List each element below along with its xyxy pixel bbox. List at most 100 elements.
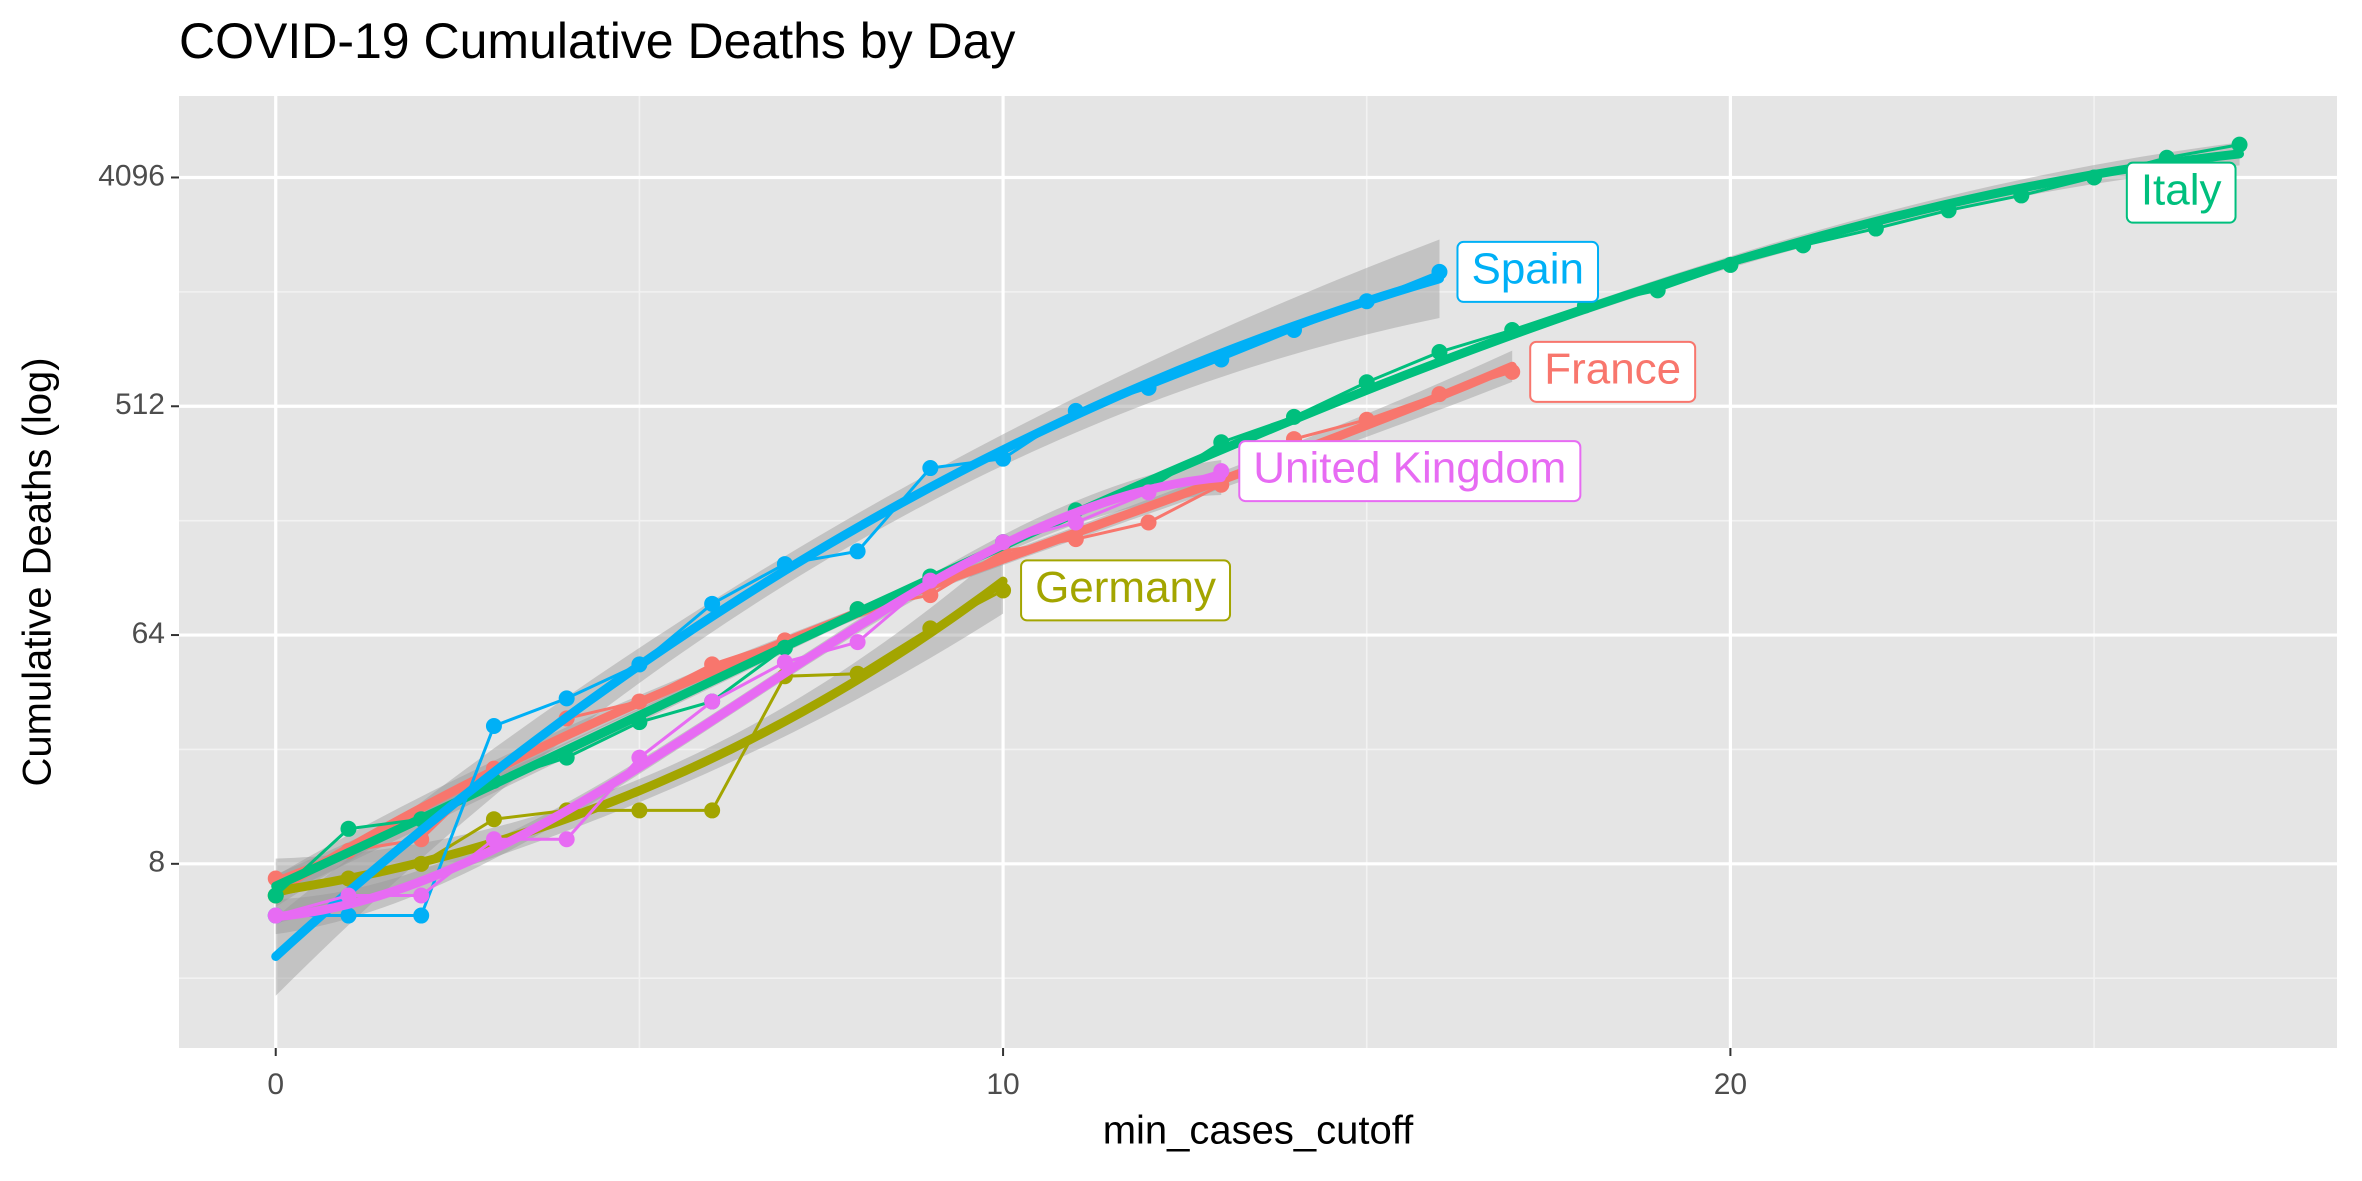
y-tick-label: 4096 <box>98 159 165 192</box>
legend-label: Spain <box>1471 245 1584 294</box>
plot-panel <box>179 96 2337 1048</box>
point <box>340 820 357 837</box>
point <box>1067 514 1084 531</box>
point <box>1067 402 1084 419</box>
point <box>1358 411 1375 428</box>
point <box>413 887 430 904</box>
series-line <box>274 143 2240 897</box>
y-axis-title: Cumulative Deaths (log) <box>16 357 60 786</box>
point <box>704 595 721 612</box>
point <box>558 690 575 707</box>
x-tick-label: 10 <box>986 1068 1019 1101</box>
series-label: Italy <box>2125 161 2237 224</box>
point <box>776 639 793 656</box>
point <box>2013 187 2030 204</box>
trend-line <box>271 576 1008 896</box>
label-box <box>1529 340 1697 403</box>
point <box>267 887 284 904</box>
point <box>704 802 721 819</box>
point <box>631 656 648 673</box>
label-box <box>2125 161 2237 224</box>
legend-label: Germany <box>1035 563 1216 612</box>
x-tick-label: 20 <box>1714 1068 1747 1101</box>
point <box>922 587 939 604</box>
point <box>1722 256 1739 273</box>
point <box>1286 322 1303 339</box>
point <box>631 749 648 766</box>
point <box>1140 514 1157 531</box>
trend-line <box>271 274 1444 961</box>
point <box>776 654 793 671</box>
series-line <box>275 469 1222 917</box>
marks <box>267 136 2248 961</box>
point <box>922 572 939 589</box>
point <box>340 887 357 904</box>
x-tick-label: 0 <box>267 1068 284 1101</box>
point <box>1940 202 1957 219</box>
point <box>1795 237 1812 254</box>
point <box>1431 344 1448 361</box>
point <box>1358 293 1375 310</box>
x-axis-title: min_cases_cutoff <box>1103 1109 1414 1153</box>
point <box>267 907 284 924</box>
point <box>1213 434 1230 451</box>
trend-line <box>271 149 2245 891</box>
point <box>2086 169 2103 186</box>
point <box>1649 282 1666 299</box>
series-label: Germany <box>1020 559 1232 622</box>
point <box>849 665 866 682</box>
point <box>1431 263 1448 280</box>
legend-label: Italy <box>2141 165 2222 214</box>
label-box <box>1238 440 1582 503</box>
label-box <box>1020 559 1232 622</box>
point <box>1067 531 1084 548</box>
series-label: France <box>1529 340 1697 403</box>
grid: 8 64 512 4096 0 10 20 <box>98 96 2337 1101</box>
legend-label: United Kingdom <box>1253 444 1566 493</box>
point <box>1140 379 1157 396</box>
point <box>995 450 1012 467</box>
point <box>995 534 1012 551</box>
legend-label: France <box>1544 344 1681 393</box>
point <box>413 907 430 924</box>
point <box>1140 484 1157 501</box>
point <box>2231 136 2248 153</box>
point <box>995 582 1012 599</box>
labels: France Germany Italy Spain United Kingdom <box>1020 161 2237 622</box>
series-label: United Kingdom <box>1238 440 1582 503</box>
point <box>1504 363 1521 380</box>
point <box>340 907 357 924</box>
point <box>849 634 866 651</box>
point <box>631 714 648 731</box>
point <box>485 831 502 848</box>
point <box>922 460 939 477</box>
point <box>558 831 575 848</box>
series-label: Spain <box>1456 240 1600 303</box>
point <box>922 620 939 637</box>
point <box>413 855 430 872</box>
y-tick-label: 64 <box>132 617 165 650</box>
point <box>1504 322 1521 339</box>
point <box>485 811 502 828</box>
label-box <box>1456 240 1600 303</box>
point <box>631 693 648 710</box>
point <box>849 543 866 560</box>
point <box>704 656 721 673</box>
point <box>558 749 575 766</box>
y-tick-label: 512 <box>115 388 165 421</box>
point <box>1358 374 1375 391</box>
point <box>704 693 721 710</box>
point <box>849 601 866 618</box>
point <box>776 556 793 573</box>
point <box>1213 463 1230 480</box>
point <box>1213 351 1230 368</box>
chart-title: COVID-19 Cumulative Deaths by Day <box>179 13 1015 69</box>
point <box>1867 220 1884 237</box>
point <box>1286 408 1303 425</box>
point <box>485 717 502 734</box>
point <box>631 802 648 819</box>
y-tick-label: 8 <box>148 846 165 879</box>
trend-line <box>271 472 1226 922</box>
point <box>1431 386 1448 403</box>
